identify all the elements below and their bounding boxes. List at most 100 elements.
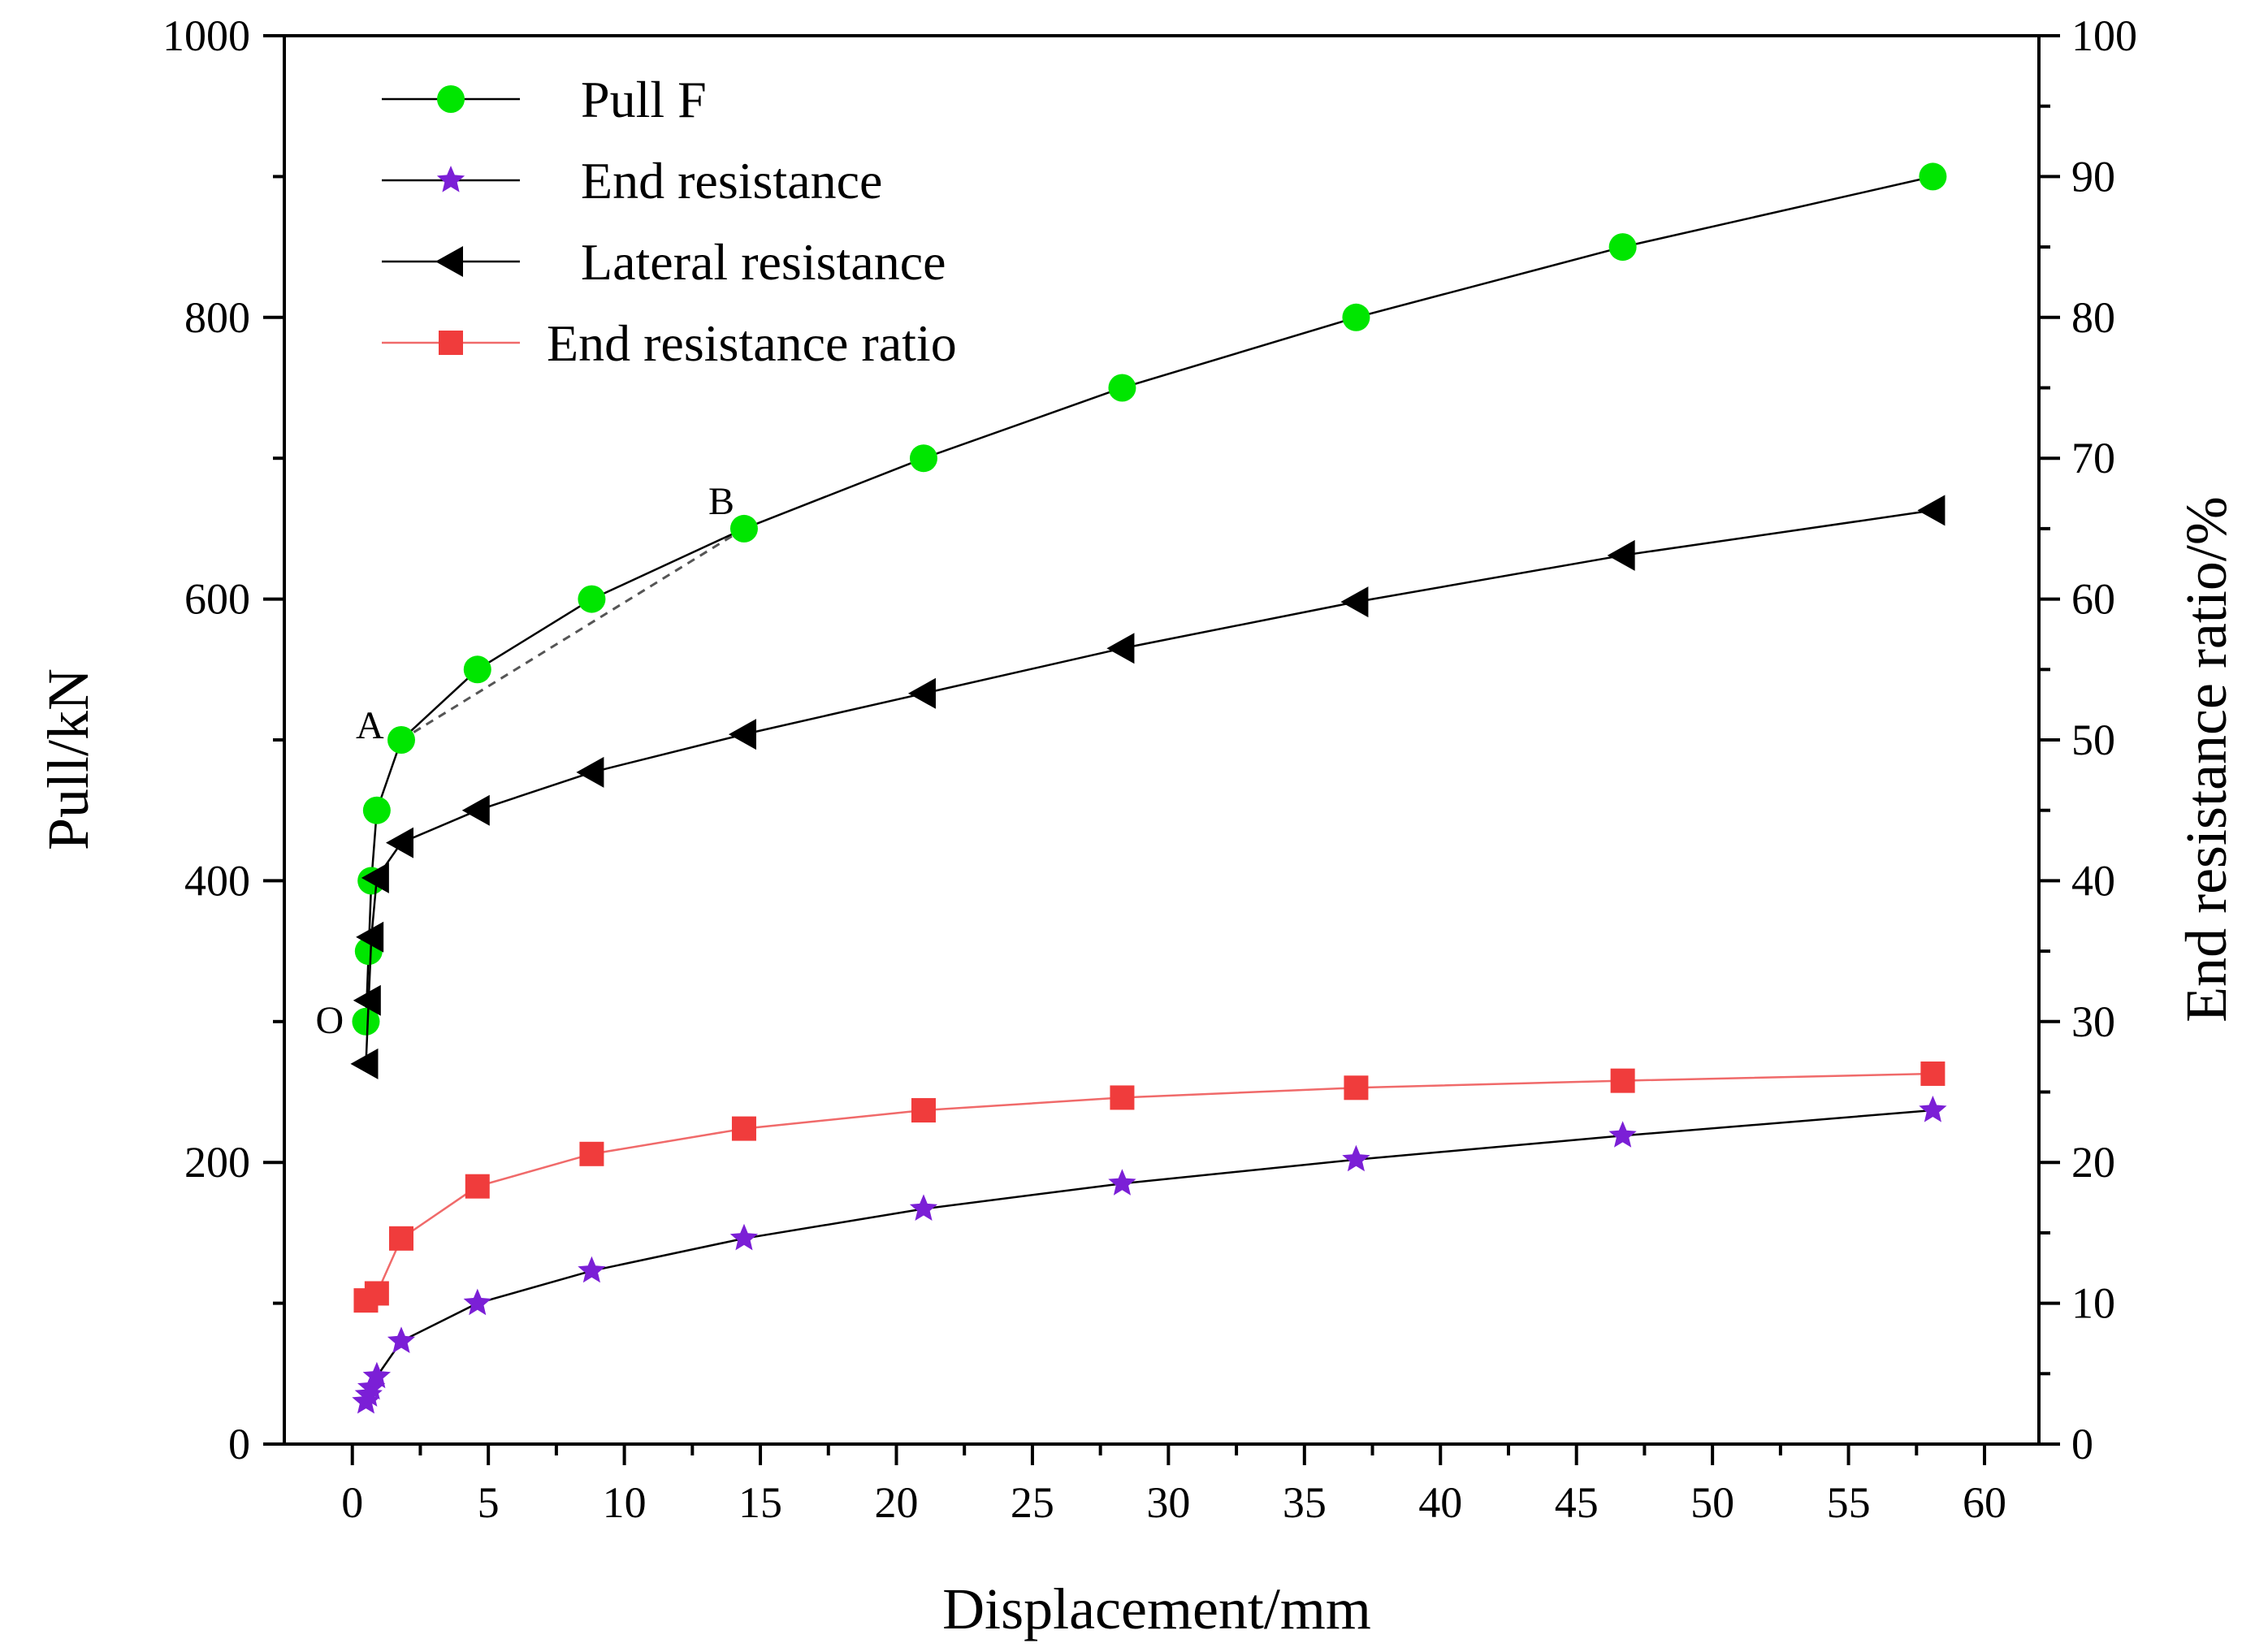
x-tick-label: 45: [1555, 1478, 1599, 1527]
data-point: [463, 1288, 491, 1316]
x-tick-label: 60: [1963, 1478, 2006, 1527]
data-point: [387, 726, 415, 754]
series-layer: A B O: [315, 162, 1947, 1414]
data-point: [1108, 374, 1136, 402]
data-point: [1342, 303, 1370, 331]
data-point: [909, 444, 937, 473]
legend: Pull F End resistance Lateral resistance En…: [382, 71, 957, 372]
data-point: [578, 1256, 606, 1283]
y2-tick-label: 20: [2071, 1138, 2115, 1187]
series-lateral-resistance: [350, 495, 1946, 1079]
axes-layer: 0 5 10 15 20 25 30 35 40 45 50 55 600200400600800100…: [162, 11, 2137, 1527]
data-point: [364, 1281, 389, 1306]
data-point: [1608, 233, 1637, 262]
data-point: [353, 984, 381, 1016]
data-point: [1919, 162, 1947, 191]
y2-tick-label: 30: [2071, 997, 2115, 1046]
series-end-resistance-ratio: [353, 1061, 1946, 1313]
y-tick-label: 400: [184, 856, 250, 905]
annotation-o: O: [315, 999, 344, 1042]
data-point: [465, 1174, 490, 1199]
data-point: [1110, 1085, 1135, 1110]
data-point: [1610, 1068, 1635, 1093]
legend-item: End resistance ratio: [382, 314, 957, 372]
data-point: [1920, 1061, 1946, 1086]
data-point: [1340, 586, 1369, 618]
data-point: [1919, 1096, 1947, 1122]
data-point: [731, 1116, 756, 1141]
data-point: [1342, 1144, 1370, 1172]
data-point: [911, 1098, 936, 1123]
y2-tick-label: 90: [2071, 152, 2115, 201]
data-point: [578, 585, 606, 613]
y-tick-label: 200: [184, 1138, 250, 1187]
legend-marker: [439, 331, 463, 355]
y2-axis-title: End resistance ratio/%: [2174, 496, 2239, 1023]
data-point: [579, 1141, 604, 1166]
x-tick-label: 30: [1146, 1478, 1190, 1527]
data-point: [350, 1048, 379, 1079]
x-tick-label: 35: [1283, 1478, 1327, 1527]
y-tick-label: 800: [184, 293, 250, 342]
x-axis-title: Displacement/mm: [942, 1576, 1371, 1641]
data-point: [1607, 539, 1635, 571]
data-point: [909, 1194, 938, 1221]
data-point: [361, 862, 389, 893]
annotation-a: A: [356, 704, 384, 747]
data-point: [352, 1007, 380, 1036]
data-point: [1917, 495, 1946, 526]
legend-item: Pull F: [382, 71, 707, 128]
y2-tick-label: 100: [2071, 11, 2137, 60]
plot-frame: [283, 34, 2041, 1446]
data-point: [728, 719, 756, 750]
y2-tick-label: 40: [2071, 856, 2115, 905]
legend-label: End resistance ratio: [547, 314, 957, 372]
x-tick-label: 20: [874, 1478, 918, 1527]
legend-label: Lateral resistance: [581, 233, 946, 291]
data-point: [1106, 633, 1135, 664]
data-point: [362, 796, 391, 824]
y-tick-label: 600: [184, 575, 250, 624]
data-point: [1608, 1121, 1637, 1148]
y-tick-label: 0: [228, 1420, 250, 1468]
data-point: [387, 1326, 416, 1353]
y2-tick-label: 80: [2071, 293, 2115, 342]
legend-label: End resistance: [581, 152, 882, 210]
x-tick-label: 10: [603, 1478, 647, 1527]
legend-item: End resistance: [382, 152, 882, 210]
legend-label: Pull F: [581, 71, 707, 128]
y2-tick-label: 70: [2071, 434, 2115, 482]
legend-item: Lateral resistance: [382, 233, 946, 291]
data-point: [576, 756, 604, 788]
legend-marker: [437, 85, 465, 113]
series-end-resistance: [352, 1096, 1947, 1414]
data-point: [907, 677, 936, 709]
data-point: [461, 794, 490, 826]
y2-tick-label: 0: [2071, 1420, 2093, 1468]
legend-marker: [436, 166, 465, 192]
annotation-b: B: [708, 480, 734, 523]
x-tick-label: 0: [341, 1478, 363, 1527]
data-point: [1108, 1169, 1136, 1196]
data-point: [356, 921, 384, 953]
series-pull-f: [352, 162, 1947, 1036]
data-point: [386, 827, 413, 858]
data-point: [729, 514, 758, 543]
dashed-chord-line: [400, 527, 745, 742]
y2-tick-label: 50: [2071, 716, 2115, 764]
y2-tick-label: 10: [2071, 1279, 2115, 1328]
y2-tick-label: 60: [2071, 575, 2115, 624]
y-tick-label: 1000: [162, 11, 250, 60]
x-tick-label: 15: [738, 1478, 782, 1527]
y-axis-title: Pull/kN: [36, 668, 101, 850]
data-point: [389, 1226, 413, 1251]
x-tick-label: 50: [1690, 1478, 1734, 1527]
x-tick-label: 55: [1827, 1478, 1871, 1527]
x-tick-label: 5: [478, 1478, 500, 1527]
x-tick-label: 40: [1418, 1478, 1462, 1527]
data-point: [729, 1223, 759, 1251]
data-point: [463, 655, 491, 684]
data-point: [1344, 1075, 1369, 1101]
x-tick-label: 25: [1011, 1478, 1054, 1527]
